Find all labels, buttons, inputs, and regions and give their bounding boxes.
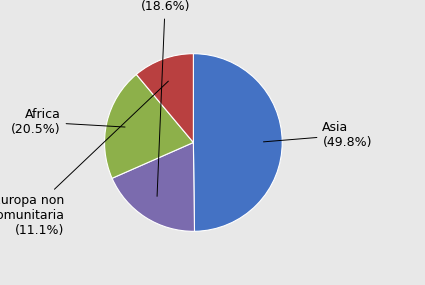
Text: Africa
(20.5%): Africa (20.5%) [11, 108, 125, 136]
Wedge shape [193, 54, 282, 231]
Text: Europa non
comunitaria
(11.1%): Europa non comunitaria (11.1%) [0, 81, 168, 237]
Wedge shape [136, 54, 193, 142]
Wedge shape [105, 74, 193, 178]
Text: America
(18.6%): America (18.6%) [139, 0, 191, 196]
Wedge shape [112, 142, 195, 231]
Text: Asia
(49.8%): Asia (49.8%) [264, 121, 372, 149]
